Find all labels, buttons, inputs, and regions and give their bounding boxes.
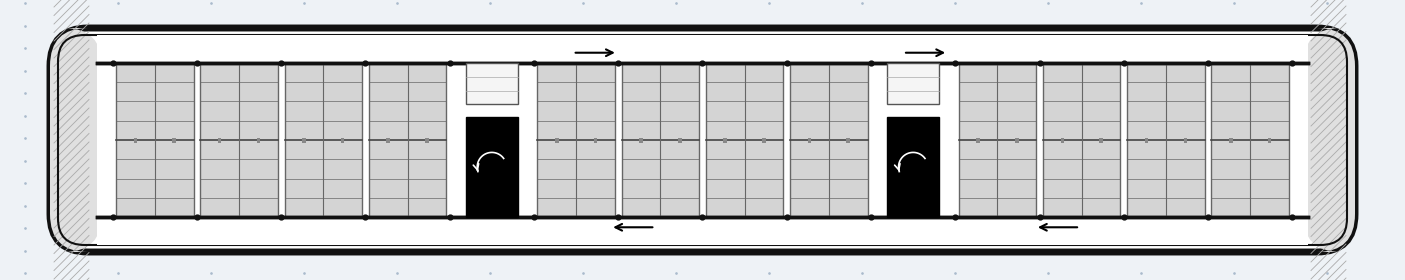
Bar (808, 137, 811, 143)
Bar (1145, 137, 1148, 143)
Bar (465, 117, 518, 217)
Bar (555, 137, 559, 143)
Bar (846, 137, 850, 143)
Bar (1099, 137, 1103, 143)
Bar (1229, 137, 1232, 143)
Bar (97, 35, 1308, 245)
Bar (705, 63, 784, 217)
Bar (1061, 137, 1064, 143)
Bar (1267, 137, 1272, 143)
Bar (133, 137, 138, 143)
Bar (639, 137, 642, 143)
Bar (368, 63, 447, 217)
Bar (386, 137, 391, 143)
Bar (958, 63, 1037, 217)
Bar (257, 137, 260, 143)
Bar (790, 63, 868, 217)
Bar (724, 137, 726, 143)
Bar (594, 137, 597, 143)
Bar (465, 63, 518, 104)
Bar (887, 63, 940, 104)
Bar (976, 137, 979, 143)
Bar (117, 63, 194, 217)
Bar (173, 137, 176, 143)
Bar (218, 137, 222, 143)
Bar (1183, 137, 1187, 143)
Bar (763, 137, 766, 143)
Bar (426, 137, 429, 143)
Bar (285, 63, 362, 217)
FancyBboxPatch shape (51, 28, 1354, 252)
Bar (1014, 137, 1019, 143)
Bar (887, 117, 940, 217)
FancyBboxPatch shape (1302, 28, 1354, 252)
Bar (201, 63, 278, 217)
Bar (621, 63, 700, 217)
Bar (1127, 63, 1204, 217)
Bar (302, 137, 306, 143)
Bar (1211, 63, 1288, 217)
Bar (537, 63, 615, 217)
Bar (341, 137, 344, 143)
FancyBboxPatch shape (51, 28, 103, 252)
Bar (1043, 63, 1120, 217)
Bar (679, 137, 681, 143)
